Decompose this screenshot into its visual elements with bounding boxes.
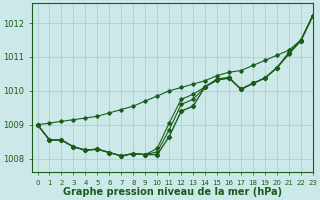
X-axis label: Graphe pression niveau de la mer (hPa): Graphe pression niveau de la mer (hPa) <box>63 187 282 197</box>
